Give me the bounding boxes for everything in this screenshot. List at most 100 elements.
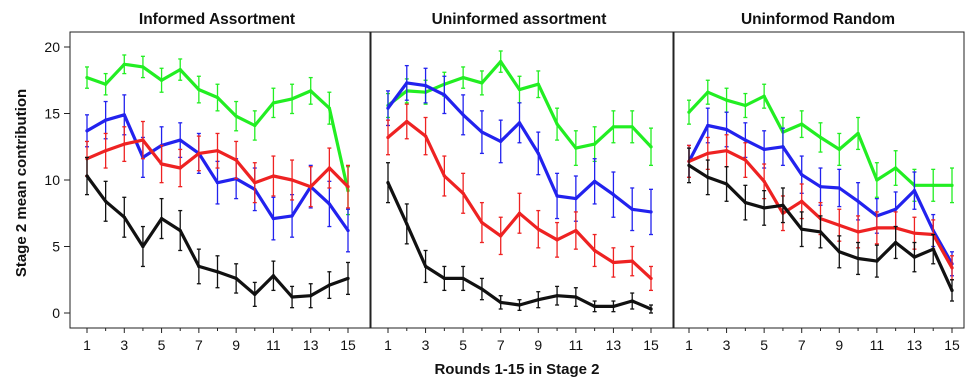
data-point xyxy=(271,101,276,105)
data-point xyxy=(743,138,747,142)
data-point xyxy=(309,185,313,189)
data-point xyxy=(875,226,879,230)
data-point xyxy=(574,295,578,299)
panel-uninformed-assortment: Uninformed assortment 1 3 5 7 9 11 13 15 xyxy=(370,11,674,353)
data-point xyxy=(405,119,409,124)
data-point xyxy=(178,138,182,142)
data-point xyxy=(781,203,785,207)
y-tick-label: 10 xyxy=(44,172,60,188)
data-point xyxy=(818,185,823,189)
data-point xyxy=(253,181,257,185)
data-point xyxy=(423,134,428,138)
data-point xyxy=(122,142,126,146)
series-1 xyxy=(386,64,653,236)
panel-informed-assortment: Informed Assortment 1 3 5 7 9 11 13 15 xyxy=(69,11,371,353)
data-point xyxy=(800,199,804,203)
data-point xyxy=(912,231,917,235)
data-point xyxy=(800,173,804,177)
data-point xyxy=(271,174,276,178)
data-point xyxy=(480,220,484,225)
data-point xyxy=(706,175,710,179)
series-0 xyxy=(687,79,954,204)
data-point xyxy=(499,60,503,64)
data-point xyxy=(309,294,313,298)
data-point xyxy=(856,230,860,234)
data-point xyxy=(724,98,729,102)
x-tick-label: 5 xyxy=(459,337,467,353)
x-axis-label: Rounds 1-15 in Stage 2 xyxy=(434,361,599,378)
data-point xyxy=(346,276,350,281)
data-point xyxy=(386,181,390,185)
plot-frame xyxy=(370,31,674,329)
data-point xyxy=(931,247,935,251)
data-point xyxy=(818,230,823,234)
series-2 xyxy=(386,103,653,292)
data-point xyxy=(327,202,331,206)
data-point xyxy=(630,259,634,263)
data-point xyxy=(178,166,182,170)
data-point xyxy=(178,68,182,72)
x-tick-label: 15 xyxy=(944,337,960,353)
x-tick-label: 13 xyxy=(303,337,319,353)
data-point xyxy=(122,62,126,66)
data-point xyxy=(159,78,164,82)
data-point xyxy=(555,122,559,126)
x-tick-label: 9 xyxy=(534,337,542,353)
data-point xyxy=(85,129,89,133)
data-point xyxy=(405,222,409,226)
series-3 xyxy=(85,156,350,309)
x-tick-label: 11 xyxy=(266,337,281,353)
x-tick-label: 9 xyxy=(232,337,240,353)
data-point xyxy=(423,264,428,269)
data-point xyxy=(122,215,126,219)
data-point xyxy=(517,211,522,215)
data-point xyxy=(800,122,804,126)
data-point xyxy=(611,193,616,197)
data-point xyxy=(875,259,879,263)
data-point xyxy=(234,114,238,118)
x-tick-label: 7 xyxy=(195,337,203,353)
plot-frame xyxy=(673,31,965,329)
x-tick-label: 5 xyxy=(760,337,768,353)
data-point xyxy=(423,83,428,88)
data-point xyxy=(856,256,860,261)
data-point xyxy=(405,81,409,85)
data-point xyxy=(159,162,164,166)
data-point xyxy=(894,240,898,245)
data-point xyxy=(837,250,841,254)
data-point xyxy=(461,75,465,80)
panel-title: Informed Assortment xyxy=(139,11,295,28)
data-point xyxy=(536,227,540,231)
x-tick-label: 9 xyxy=(835,337,843,353)
data-point xyxy=(499,139,503,144)
x-tick-label: 3 xyxy=(422,337,430,353)
data-point xyxy=(593,248,597,253)
data-point xyxy=(593,304,597,308)
data-point xyxy=(593,142,597,146)
data-point xyxy=(630,207,634,211)
data-point xyxy=(856,131,860,136)
data-point xyxy=(912,255,917,259)
data-point xyxy=(178,228,182,233)
x-tick-label: 1 xyxy=(83,337,91,353)
data-point xyxy=(197,264,201,269)
data-point xyxy=(253,292,257,296)
data-point xyxy=(837,147,841,152)
data-point xyxy=(215,149,220,153)
data-point xyxy=(931,183,935,187)
panel-title: Uninformed assortment xyxy=(432,11,607,28)
data-point xyxy=(536,82,540,86)
data-point xyxy=(197,87,201,92)
data-point xyxy=(687,163,691,167)
data-point xyxy=(762,206,766,210)
series-3 xyxy=(687,147,954,302)
data-point xyxy=(234,276,238,281)
data-point xyxy=(271,274,276,278)
x-tick-label: 7 xyxy=(497,337,505,353)
data-point xyxy=(517,87,522,92)
data-point xyxy=(461,276,465,281)
data-point xyxy=(480,130,484,134)
data-point xyxy=(574,197,578,201)
data-point xyxy=(611,304,616,308)
